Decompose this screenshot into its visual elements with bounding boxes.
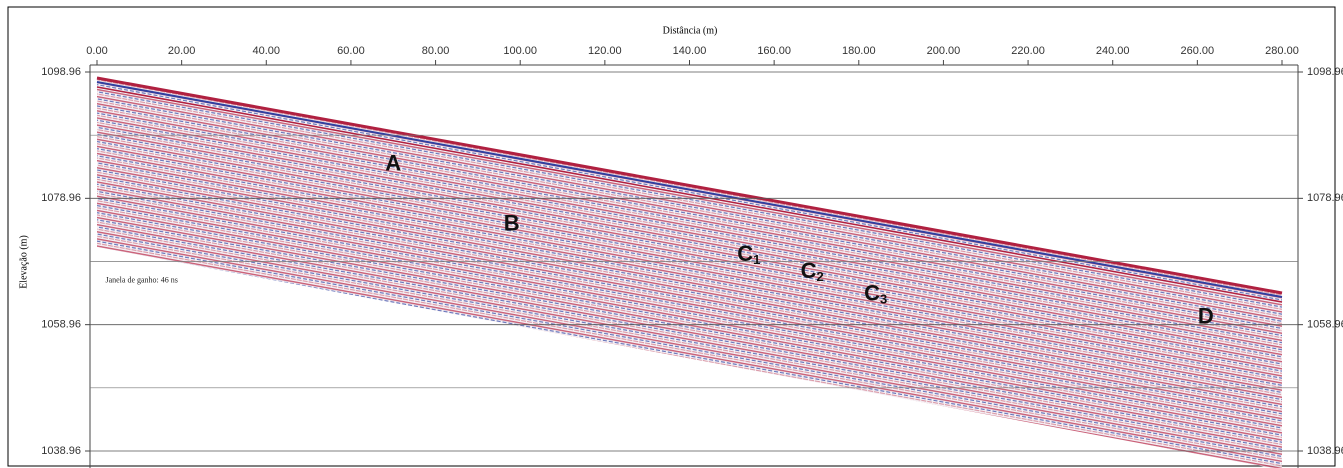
x-tick-label: 40.00: [253, 45, 281, 57]
annotation-subscript: 1: [753, 252, 760, 267]
frame: [7, 6, 1336, 467]
radar-section: [97, 77, 1282, 468]
annotation: C3: [864, 281, 887, 308]
x-tick-label: 0.00: [86, 45, 107, 57]
x-tick-label: 80.00: [422, 45, 450, 57]
y2-tick-label: 1038.96: [1307, 445, 1343, 457]
surface-reflector: [96, 76, 1283, 295]
annotation-label: A: [385, 150, 401, 175]
annotation-label: C: [801, 258, 817, 283]
y-tick-label: 1098.96: [41, 66, 81, 78]
radargram: [96, 76, 1283, 468]
x-tick-label: 180.00: [842, 45, 876, 57]
y2-tick-label: 1078.96: [1307, 192, 1343, 204]
x-tick-label: 160.00: [757, 45, 791, 57]
annotation-label: B: [504, 210, 520, 235]
surface-reflector: [96, 86, 1283, 303]
annotation: A: [385, 150, 401, 175]
x-axis-title: Distância (m): [663, 25, 718, 36]
y-tick-label: 1078.96: [41, 192, 81, 204]
annotation: B: [504, 210, 520, 235]
annotation: D: [1198, 303, 1214, 328]
annotation-label: C: [737, 241, 753, 266]
x-tick-label: 240.00: [1096, 45, 1130, 57]
annotation: C2: [801, 258, 824, 285]
x-tick-label: 280.00: [1265, 45, 1299, 57]
annotation-label: D: [1198, 303, 1214, 328]
x-tick-label: 20.00: [168, 45, 196, 57]
x-tick-label: 60.00: [337, 45, 365, 57]
y-axis-title: Elevação (m): [18, 235, 29, 289]
x-tick-label: 100.00: [503, 45, 537, 57]
y2-tick-label: 1098.96: [1307, 66, 1343, 78]
x-tick-label: 140.00: [673, 45, 707, 57]
y-tick-label: 1058.96: [41, 319, 81, 331]
gain-note: Janela de ganho: 46 ns: [105, 276, 177, 285]
x-tick-label: 120.00: [588, 45, 622, 57]
annotation-subscript: 3: [880, 292, 887, 307]
y-tick-label: 1038.96: [41, 445, 81, 457]
annotation: C1: [737, 241, 760, 268]
x-tick-label: 220.00: [1011, 45, 1045, 57]
annotation-label: C: [864, 281, 880, 306]
x-tick-label: 200.00: [927, 45, 961, 57]
x-tick-label: 260.00: [1181, 45, 1215, 57]
annotation-subscript: 2: [817, 269, 824, 284]
y2-tick-label: 1058.96: [1307, 319, 1343, 331]
